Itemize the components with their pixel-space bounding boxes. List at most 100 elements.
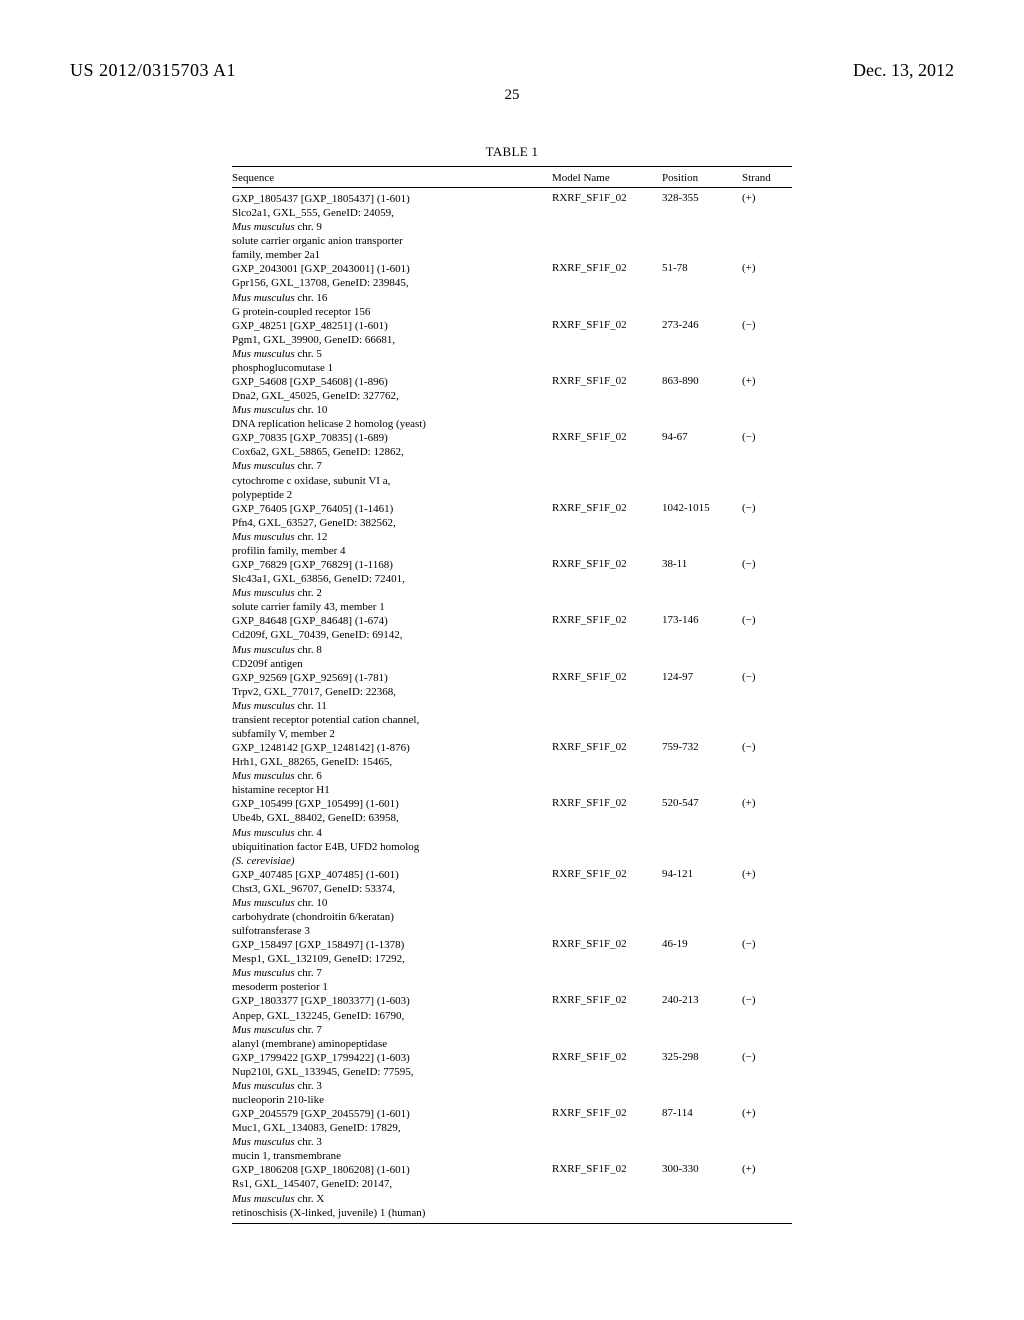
sequence-line: solute carrier family 43, member 1 <box>232 600 552 614</box>
table-body: GXP_1805437 [GXP_1805437] (1-601)Slco2a1… <box>232 188 792 1220</box>
strand-cell: (+) <box>742 868 792 880</box>
position-cell: 46-19 <box>662 938 742 950</box>
sequence-line: profilin family, member 4 <box>232 544 552 558</box>
sequence-line: DNA replication helicase 2 homolog (yeas… <box>232 417 552 431</box>
sequence-line: Slco2a1, GXL_555, GeneID: 24059, <box>232 206 552 220</box>
table-row: GXP_1806208 [GXP_1806208] (1-601)Rs1, GX… <box>232 1163 792 1219</box>
model-cell: RXRF_SF1F_02 <box>552 938 662 950</box>
table-row: GXP_92569 [GXP_92569] (1-781)Trpv2, GXL_… <box>232 671 792 741</box>
table-row: GXP_1805437 [GXP_1805437] (1-601)Slco2a1… <box>232 192 792 262</box>
sequence-line: (S. cerevisiae) <box>232 854 552 868</box>
sequence-line: Gpr156, GXL_13708, GeneID: 239845, <box>232 276 552 290</box>
sequence-line: Trpv2, GXL_77017, GeneID: 22368, <box>232 685 552 699</box>
model-cell: RXRF_SF1F_02 <box>552 502 662 514</box>
position-cell: 759-732 <box>662 741 742 753</box>
sequence-line: mucin 1, transmembrane <box>232 1149 552 1163</box>
sequence-cell: GXP_2043001 [GXP_2043001] (1-601)Gpr156,… <box>232 262 552 318</box>
sequence-line: Mus musculus chr. 7 <box>232 459 552 473</box>
position-cell: 273-246 <box>662 319 742 331</box>
position-cell: 520-547 <box>662 797 742 809</box>
sequence-cell: GXP_2045579 [GXP_2045579] (1-601)Muc1, G… <box>232 1107 552 1163</box>
col-position: Position <box>662 172 742 184</box>
strand-cell: (−) <box>742 431 792 443</box>
table-1: TABLE 1 Sequence Model Name Position Str… <box>232 144 792 1224</box>
strand-cell: (+) <box>742 1107 792 1119</box>
sequence-line: Mus musculus chr. 9 <box>232 220 552 234</box>
position-cell: 94-121 <box>662 868 742 880</box>
sequence-line: Mus musculus chr. 7 <box>232 966 552 980</box>
sequence-line: Mus musculus chr. 2 <box>232 586 552 600</box>
sequence-line: sulfotransferase 3 <box>232 924 552 938</box>
sequence-line: Nup210l, GXL_133945, GeneID: 77595, <box>232 1065 552 1079</box>
sequence-line: GXP_48251 [GXP_48251] (1-601) <box>232 319 552 333</box>
sequence-line: retinoschisis (X-linked, juvenile) 1 (hu… <box>232 1206 552 1220</box>
position-cell: 87-114 <box>662 1107 742 1119</box>
sequence-cell: GXP_1248142 [GXP_1248142] (1-876)Hrh1, G… <box>232 741 552 797</box>
sequence-line: GXP_2043001 [GXP_2043001] (1-601) <box>232 262 552 276</box>
sequence-line: carbohydrate (chondroitin 6/keratan) <box>232 910 552 924</box>
strand-cell: (−) <box>742 671 792 683</box>
model-cell: RXRF_SF1F_02 <box>552 375 662 387</box>
sequence-line: ubiquitination factor E4B, UFD2 homolog <box>232 840 552 854</box>
table-header-row: Sequence Model Name Position Strand <box>232 169 792 188</box>
sequence-cell: GXP_158497 [GXP_158497] (1-1378)Mesp1, G… <box>232 938 552 994</box>
sequence-line: cytochrome c oxidase, subunit VI a, <box>232 474 552 488</box>
sequence-line: histamine receptor H1 <box>232 783 552 797</box>
doc-number: US 2012/0315703 A1 <box>70 60 236 81</box>
sequence-line: phosphoglucomutase 1 <box>232 361 552 375</box>
model-cell: RXRF_SF1F_02 <box>552 319 662 331</box>
strand-cell: (−) <box>742 319 792 331</box>
model-cell: RXRF_SF1F_02 <box>552 558 662 570</box>
table-row: GXP_2045579 [GXP_2045579] (1-601)Muc1, G… <box>232 1107 792 1163</box>
table-row: GXP_84648 [GXP_84648] (1-674)Cd209f, GXL… <box>232 614 792 670</box>
strand-cell: (+) <box>742 1163 792 1175</box>
sequence-line: GXP_1248142 [GXP_1248142] (1-876) <box>232 741 552 755</box>
sequence-line: Mus musculus chr. 5 <box>232 347 552 361</box>
sequence-line: alanyl (membrane) aminopeptidase <box>232 1037 552 1051</box>
sequence-cell: GXP_407485 [GXP_407485] (1-601)Chst3, GX… <box>232 868 552 938</box>
sequence-cell: GXP_76405 [GXP_76405] (1-1461)Pfn4, GXL_… <box>232 502 552 558</box>
position-cell: 94-67 <box>662 431 742 443</box>
model-cell: RXRF_SF1F_02 <box>552 1051 662 1063</box>
model-cell: RXRF_SF1F_02 <box>552 868 662 880</box>
strand-cell: (+) <box>742 797 792 809</box>
sequence-cell: GXP_92569 [GXP_92569] (1-781)Trpv2, GXL_… <box>232 671 552 741</box>
position-cell: 38-11 <box>662 558 742 570</box>
sequence-line: Mus musculus chr. 11 <box>232 699 552 713</box>
sequence-line: G protein-coupled receptor 156 <box>232 305 552 319</box>
sequence-line: Mus musculus chr. 12 <box>232 530 552 544</box>
col-sequence: Sequence <box>232 172 552 184</box>
sequence-line: GXP_158497 [GXP_158497] (1-1378) <box>232 938 552 952</box>
position-cell: 325-298 <box>662 1051 742 1063</box>
strand-cell: (+) <box>742 375 792 387</box>
table-title: TABLE 1 <box>232 144 792 160</box>
table-row: GXP_158497 [GXP_158497] (1-1378)Mesp1, G… <box>232 938 792 994</box>
sequence-line: GXP_2045579 [GXP_2045579] (1-601) <box>232 1107 552 1121</box>
sequence-line: Mesp1, GXL_132109, GeneID: 17292, <box>232 952 552 966</box>
sequence-line: Dna2, GXL_45025, GeneID: 327762, <box>232 389 552 403</box>
sequence-line: Mus musculus chr. 7 <box>232 1023 552 1037</box>
table-row: GXP_76829 [GXP_76829] (1-1168)Slc43a1, G… <box>232 558 792 614</box>
sequence-cell: GXP_105499 [GXP_105499] (1-601)Ube4b, GX… <box>232 797 552 867</box>
sequence-line: subfamily V, member 2 <box>232 727 552 741</box>
sequence-line: GXP_1799422 [GXP_1799422] (1-603) <box>232 1051 552 1065</box>
position-cell: 1042-1015 <box>662 502 742 514</box>
page-header: US 2012/0315703 A1 Dec. 13, 2012 <box>70 60 954 81</box>
strand-cell: (+) <box>742 262 792 274</box>
table-row: GXP_70835 [GXP_70835] (1-689)Cox6a2, GXL… <box>232 431 792 501</box>
sequence-cell: GXP_48251 [GXP_48251] (1-601)Pgm1, GXL_3… <box>232 319 552 375</box>
sequence-line: Mus musculus chr. 8 <box>232 643 552 657</box>
strand-cell: (−) <box>742 994 792 1006</box>
table-top-rule <box>232 166 792 167</box>
position-cell: 173-146 <box>662 614 742 626</box>
sequence-line: Mus musculus chr. 16 <box>232 291 552 305</box>
page-number: 25 <box>70 87 954 104</box>
sequence-line: GXP_407485 [GXP_407485] (1-601) <box>232 868 552 882</box>
sequence-line: GXP_1806208 [GXP_1806208] (1-601) <box>232 1163 552 1177</box>
sequence-line: Mus musculus chr. 10 <box>232 403 552 417</box>
model-cell: RXRF_SF1F_02 <box>552 192 662 204</box>
sequence-cell: GXP_70835 [GXP_70835] (1-689)Cox6a2, GXL… <box>232 431 552 501</box>
position-cell: 863-890 <box>662 375 742 387</box>
position-cell: 300-330 <box>662 1163 742 1175</box>
table-row: GXP_1248142 [GXP_1248142] (1-876)Hrh1, G… <box>232 741 792 797</box>
